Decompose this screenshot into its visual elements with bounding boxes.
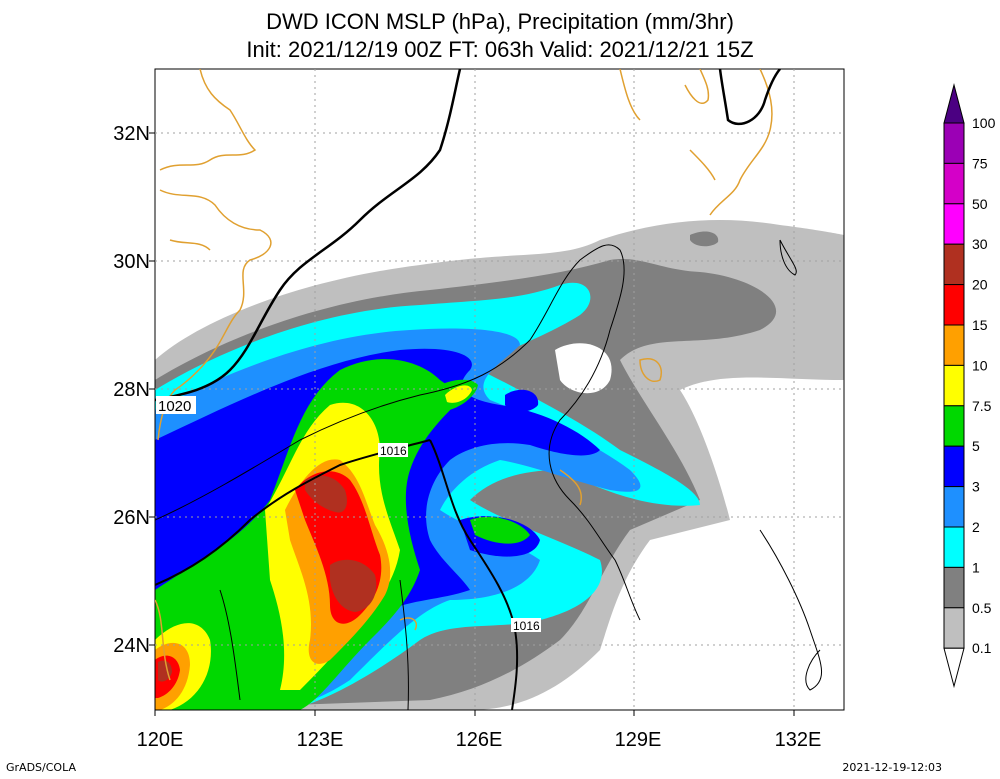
precip-5-cell (470, 516, 530, 544)
lon-label: 129E (615, 729, 662, 751)
longitude-axis: 120E 123E 126E 129E 132E (137, 729, 822, 751)
colorbar-swatch (943, 122, 965, 164)
colorbar-label: 20 (972, 277, 988, 293)
lat-label: 24N (113, 635, 150, 657)
colorbar-arrow-top (943, 83, 965, 124)
colorbar-label: 75 (972, 155, 988, 171)
precip-gap (555, 343, 612, 394)
colorbar-swatch (943, 526, 965, 568)
colorbar-swatch (943, 162, 965, 205)
axis-ticks (149, 132, 795, 716)
lat-label: 32N (113, 123, 150, 145)
map-title: DWD ICON MSLP (hPa), Precipitation (mm/3… (266, 9, 734, 34)
coastlines (155, 69, 773, 681)
colorbar-label: 1 (972, 559, 980, 575)
colorbar-legend: 100 75 50 30 20 15 10 7.5 5 3 2 1 0.5 0.1 (943, 83, 996, 689)
colorbar-swatch (943, 203, 965, 245)
colorbar-label: 3 (972, 479, 980, 495)
colorbar-label: 2 (972, 519, 980, 535)
precip-20 (330, 559, 377, 612)
graticule (155, 69, 844, 710)
precip-7.5-cell (445, 385, 472, 403)
colorbar-swatch (943, 284, 965, 326)
colorbar-label: 100 (972, 115, 996, 131)
isobars (155, 69, 823, 710)
precipitation-field (155, 220, 844, 710)
colorbar-swatch (943, 324, 965, 366)
precip-0.5-cell (648, 297, 731, 335)
precip-3-cell (505, 389, 539, 412)
colorbar-label: 0.1 (972, 640, 992, 656)
lat-label: 30N (113, 251, 150, 273)
colorbar-label: 30 (972, 236, 988, 252)
isobar-labels: 1020 1016 1016 (156, 396, 541, 633)
latitude-axis: 32N 30N 28N 26N 24N (113, 123, 150, 657)
map-subtitle: Init: 2021/12/19 00Z FT: 063h Valid: 202… (246, 37, 754, 62)
colorbar-label: 50 (972, 196, 988, 212)
colorbar-swatch (943, 486, 965, 528)
lon-label: 126E (456, 729, 503, 751)
isobar-label-1016: 1016 (513, 619, 540, 633)
lon-label: 123E (297, 729, 344, 751)
lat-label: 26N (113, 507, 150, 529)
colorbar-label: 7.5 (972, 398, 992, 414)
colorbar-swatch (943, 364, 965, 407)
isobar-label-1016: 1016 (380, 444, 407, 458)
colorbar-swatch (943, 445, 965, 488)
colorbar-label: 0.5 (972, 600, 992, 616)
isobar-label-1020: 1020 (158, 398, 191, 415)
lat-label: 28N (113, 379, 150, 401)
colorbar-swatch (943, 607, 965, 649)
render-timestamp: 2021-12-19-12:03 (842, 761, 942, 774)
colorbar-label: 5 (972, 438, 980, 454)
colorbar-swatch (943, 243, 965, 286)
colorbar-swatch (943, 566, 965, 609)
precip-0.5-cell (690, 231, 719, 247)
colorbar-label: 10 (972, 357, 988, 373)
colorbar-label: 15 (972, 317, 988, 333)
colorbar-swatch (943, 405, 965, 447)
colorbar-arrow-bottom (943, 647, 965, 689)
lon-label: 132E (775, 729, 822, 751)
lon-label: 120E (137, 729, 184, 751)
software-credit: GrADS/COLA (6, 761, 76, 774)
